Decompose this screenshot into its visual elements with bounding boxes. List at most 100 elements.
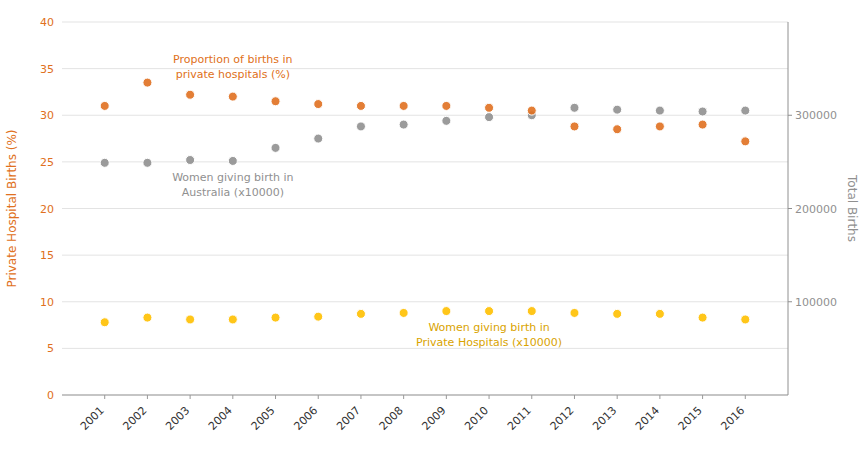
point xyxy=(527,106,536,115)
x-tick-label: 2008 xyxy=(377,404,406,433)
x-tick-label: 2016 xyxy=(718,404,747,433)
x-tick xyxy=(104,395,105,399)
point xyxy=(442,307,451,316)
y-axis-label: Private Hospital Births (%) xyxy=(5,129,19,287)
point xyxy=(143,313,152,322)
point xyxy=(570,308,579,317)
y2-axis-label: Total Births xyxy=(845,174,859,242)
y2-tick xyxy=(788,301,792,302)
y-tick-label: 20 xyxy=(40,203,54,216)
grid-line xyxy=(62,255,788,256)
point xyxy=(228,315,237,324)
point xyxy=(100,158,109,167)
point xyxy=(527,307,536,316)
point xyxy=(698,313,707,322)
grid-line xyxy=(62,115,788,116)
point xyxy=(741,137,750,146)
y-tick-label: 25 xyxy=(40,156,54,169)
grid-line xyxy=(62,208,788,209)
y2-tick-label: 200000 xyxy=(795,203,837,216)
y-tick-label: 0 xyxy=(47,389,54,402)
point xyxy=(314,134,323,143)
x-tick xyxy=(531,395,532,399)
series xyxy=(100,103,750,167)
point xyxy=(442,101,451,110)
point xyxy=(442,116,451,125)
point xyxy=(655,122,664,131)
point xyxy=(100,101,109,110)
x-tick-label: 2003 xyxy=(163,404,192,433)
point xyxy=(356,309,365,318)
y-tick-label: 10 xyxy=(40,296,54,309)
y2-tick-label: 300000 xyxy=(795,109,837,122)
point xyxy=(485,307,494,316)
point xyxy=(485,103,494,112)
point xyxy=(741,315,750,324)
series-label: Proportion of births in private hospitals… xyxy=(173,53,292,81)
point xyxy=(271,97,280,106)
y-tick-label: 35 xyxy=(40,63,54,76)
x-tick-label: 2012 xyxy=(548,404,577,433)
series-label-line: Proportion of births in xyxy=(173,53,292,66)
x-tick xyxy=(318,395,319,399)
point xyxy=(143,158,152,167)
y2-tick-label: 100000 xyxy=(795,296,837,309)
y2-tick xyxy=(788,208,792,209)
point xyxy=(613,309,622,318)
x-tick-label: 2010 xyxy=(462,404,491,433)
point xyxy=(613,105,622,114)
point xyxy=(100,318,109,327)
y-tick-label: 5 xyxy=(47,342,54,355)
x-tick-label: 2007 xyxy=(334,404,363,433)
x-tick xyxy=(659,395,660,399)
point xyxy=(314,100,323,109)
point xyxy=(271,143,280,152)
grid-line xyxy=(62,22,788,23)
point xyxy=(356,101,365,110)
point xyxy=(570,122,579,131)
point xyxy=(186,156,195,165)
x-tick xyxy=(446,395,447,399)
grid-line xyxy=(62,68,788,69)
x-tick xyxy=(702,395,703,399)
point xyxy=(271,313,280,322)
series-label-line: private hospitals (%) xyxy=(176,68,290,81)
marks xyxy=(100,78,750,327)
x-tick-label: 2005 xyxy=(249,404,278,433)
point xyxy=(399,120,408,129)
series-label-line: Women giving birth in xyxy=(428,321,549,334)
series-labels: Women giving birth inAustralia (x10000)P… xyxy=(172,53,562,349)
series-label-line: Australia (x10000) xyxy=(182,186,284,199)
series xyxy=(100,78,750,146)
y-tick-label: 40 xyxy=(40,16,54,29)
x-tick xyxy=(360,395,361,399)
point xyxy=(356,122,365,131)
x-tick-label: 2014 xyxy=(633,404,662,433)
point xyxy=(698,107,707,116)
series-label: Women giving birth inAustralia (x10000) xyxy=(172,171,293,199)
point xyxy=(399,101,408,110)
y-tick-label: 30 xyxy=(40,109,54,122)
x-tick xyxy=(147,395,148,399)
x-tick-label: 2013 xyxy=(590,404,619,433)
series-label-line: Private Hospitals (x10000) xyxy=(416,336,562,349)
point xyxy=(655,309,664,318)
point xyxy=(485,113,494,122)
y2-tick xyxy=(788,115,792,116)
x-tick xyxy=(275,395,276,399)
x-tick-label: 2015 xyxy=(676,404,705,433)
x-tick-label: 2002 xyxy=(121,404,150,433)
grid-line xyxy=(62,301,788,302)
x-tick-label: 2011 xyxy=(505,404,534,433)
x-tick-label: 2006 xyxy=(291,404,320,433)
x-tick xyxy=(190,395,191,399)
point xyxy=(314,312,323,321)
x-tick-label: 2004 xyxy=(206,404,235,433)
grid-line xyxy=(62,161,788,162)
x-tick xyxy=(745,395,746,399)
point xyxy=(570,103,579,112)
point xyxy=(741,106,750,115)
point xyxy=(399,308,408,317)
series-label: Women giving birth in Private Hospitals (… xyxy=(416,321,562,349)
x-tick xyxy=(232,395,233,399)
